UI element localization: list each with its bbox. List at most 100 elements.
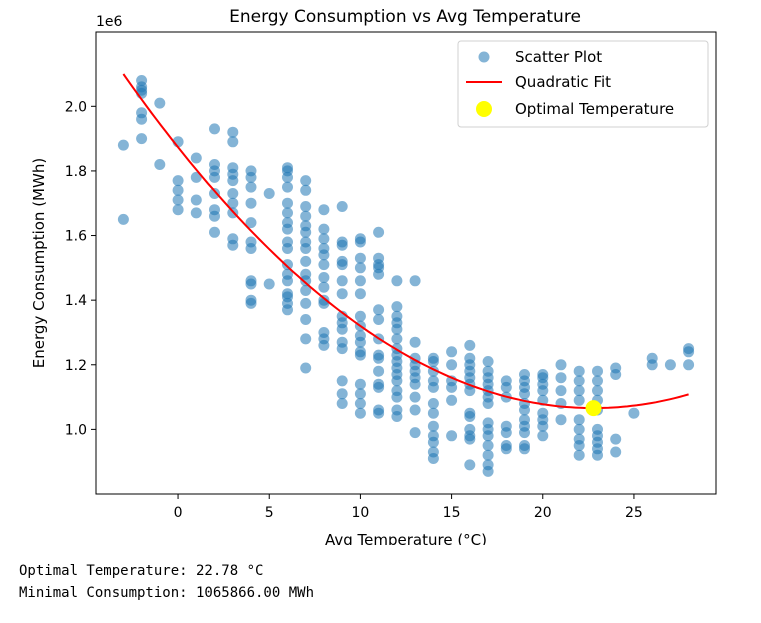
- scatter-point: [154, 159, 166, 170]
- scatter-point: [318, 281, 330, 293]
- scatter-point: [646, 359, 658, 371]
- scatter-point: [354, 349, 366, 361]
- optimal-temperature-point: [585, 400, 602, 417]
- scatter-point: [391, 333, 403, 345]
- scatter-point: [282, 197, 293, 209]
- y-axis-label: Energy Consumption (MWh): [30, 158, 48, 368]
- scatter-point: [373, 304, 385, 316]
- scatter-point: [300, 285, 312, 296]
- legend-scatter-label: Scatter Plot: [515, 48, 602, 66]
- chart: Energy Consumption vs Avg Temperature 1e…: [30, 7, 717, 545]
- scatter-point: [573, 423, 585, 435]
- y-tick-label: 1.4: [65, 293, 87, 309]
- scatter-point: [373, 365, 385, 377]
- x-tick-label: 25: [625, 505, 643, 521]
- scatter-point: [117, 139, 129, 151]
- legend-optimal-marker: [476, 101, 492, 117]
- scatter-point: [136, 133, 148, 145]
- scatter-point: [227, 136, 239, 148]
- y-tick-label: 1.2: [65, 358, 87, 374]
- legend-optimal-label: Optimal Temperature: [515, 100, 674, 118]
- scatter-point: [573, 385, 585, 397]
- scatter-point: [300, 333, 312, 345]
- scatter-point: [391, 391, 403, 403]
- scatter-point: [245, 243, 257, 254]
- scatter-point: [300, 255, 312, 267]
- scatter-point: [245, 297, 257, 309]
- scatter-point: [354, 236, 366, 248]
- scatter-point: [209, 123, 220, 135]
- scatter-point: [373, 226, 385, 238]
- scatter-point: [282, 304, 293, 316]
- scatter-point: [300, 226, 312, 238]
- scatter-point: [227, 197, 239, 209]
- scatter-point: [555, 372, 567, 384]
- x-tick-label: 20: [534, 505, 552, 521]
- scatter-point: [245, 217, 257, 229]
- output-optimal-temperature: Optimal Temperature: 22.78 °C: [19, 563, 264, 579]
- scatter-point: [300, 175, 312, 187]
- scatter-point: [409, 427, 421, 439]
- scatter-point: [318, 297, 330, 309]
- scatter-point: [464, 339, 476, 351]
- scatter-point: [373, 381, 385, 393]
- scatter-point: [209, 226, 220, 238]
- chart-title: Energy Consumption vs Avg Temperature: [229, 7, 581, 27]
- scatter-point: [519, 443, 530, 455]
- scatter-point: [391, 275, 403, 287]
- scatter-point: [482, 449, 494, 461]
- scatter-point: [318, 339, 330, 351]
- scatter-point: [318, 223, 330, 235]
- scatter-point: [427, 381, 439, 393]
- scatter-point: [117, 213, 129, 225]
- scatter-point: [446, 381, 458, 393]
- scatter-point: [391, 411, 403, 422]
- scatter-point: [391, 301, 403, 313]
- scatter-point: [519, 427, 530, 439]
- scatter-point: [336, 239, 348, 251]
- scatter-point: [427, 420, 439, 432]
- scatter-point: [282, 275, 293, 287]
- scatter-point: [555, 385, 567, 397]
- scatter-point: [209, 188, 220, 199]
- scatter-point: [500, 443, 512, 455]
- scatter-point: [300, 184, 312, 196]
- scatter-point: [300, 275, 312, 287]
- scatter-point: [154, 97, 166, 109]
- x-tick-label: 15: [443, 505, 461, 521]
- scatter-point: [354, 288, 366, 300]
- scatter-point: [373, 407, 385, 419]
- scatter-point: [373, 314, 385, 325]
- scatter-point: [318, 233, 330, 245]
- scatter-point: [245, 181, 257, 193]
- scatter-point: [482, 356, 494, 367]
- scatter-point: [427, 407, 439, 419]
- scatter-point: [282, 207, 293, 219]
- scatter-point: [354, 262, 366, 274]
- scatter-point: [683, 359, 695, 371]
- scatter-point: [300, 297, 312, 309]
- scatter-point: [427, 398, 439, 409]
- scatter-point: [172, 184, 184, 196]
- scatter-point: [537, 420, 549, 432]
- scatter-point: [336, 323, 348, 335]
- scatter-point: [446, 430, 458, 442]
- scatter-point: [336, 201, 348, 212]
- scatter-point: [592, 385, 603, 397]
- scatter-point: [336, 375, 348, 387]
- scatter-point: [354, 407, 366, 419]
- scatter-point: [464, 459, 476, 471]
- scatter-point: [519, 388, 530, 400]
- scatter-point: [227, 126, 239, 138]
- scatter-point: [573, 414, 585, 426]
- scatter-point: [263, 188, 275, 199]
- scatter-point: [464, 433, 476, 445]
- scatter-point: [300, 243, 312, 254]
- scatter-point: [427, 356, 439, 367]
- x-tick-label: 5: [265, 505, 274, 521]
- y-tick-label: 2.0: [65, 99, 87, 115]
- scatter-point: [610, 433, 622, 445]
- scatter-point: [573, 365, 585, 377]
- y-tick-label: 1.0: [65, 422, 87, 438]
- scatter-point: [336, 288, 348, 300]
